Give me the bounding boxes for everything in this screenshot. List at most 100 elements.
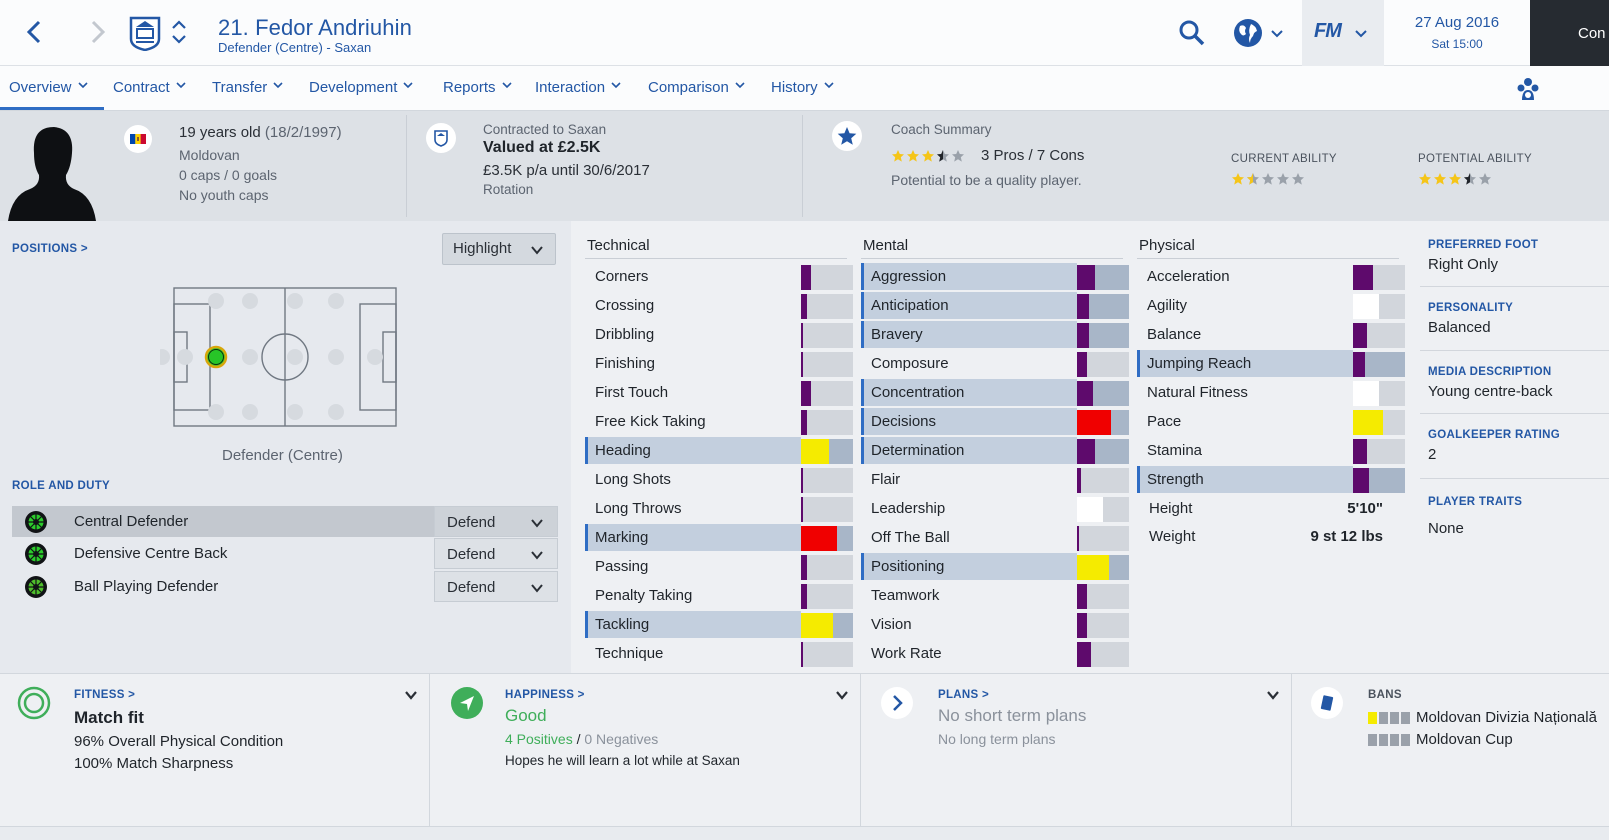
attribute-row[interactable]: Free Kick Taking [585, 408, 853, 435]
globe-icon[interactable] [1232, 17, 1264, 49]
happiness-note: Hopes he will learn a lot while at Saxan [505, 753, 740, 768]
club-badge-icon [426, 123, 456, 153]
potential-ability-label: POTENTIAL ABILITY [1418, 153, 1532, 165]
attribute-row[interactable]: Finishing [585, 350, 853, 377]
attribute-row[interactable]: Strength [1137, 466, 1405, 493]
tab-development[interactable]: Development [309, 79, 413, 96]
tab-comparison[interactable]: Comparison [648, 79, 745, 96]
card-indicator [1401, 734, 1410, 746]
bans-title: BANS [1368, 689, 1402, 701]
attribute-row[interactable]: Decisions [861, 408, 1129, 435]
attribute-row[interactable]: Marking [585, 524, 853, 551]
tab-history[interactable]: History [771, 79, 834, 96]
tab-interaction[interactable]: Interaction [535, 79, 621, 96]
tab-contract[interactable]: Contract [113, 79, 186, 96]
attribute-name: Flair [871, 471, 901, 488]
search-icon[interactable] [1178, 19, 1206, 47]
attribute-row[interactable]: Corners [585, 263, 853, 290]
chevron-down-icon[interactable] [835, 688, 849, 702]
attribute-bar [1077, 555, 1129, 580]
attribute-row[interactable]: Long Shots [585, 466, 853, 493]
attribute-row[interactable]: Stamina [1137, 437, 1405, 464]
mental-heading: Mental [863, 237, 909, 254]
attribute-row[interactable]: Positioning [861, 553, 1129, 580]
positives[interactable]: 4 Positives [505, 731, 573, 747]
player-silhouette-icon [8, 123, 96, 221]
fm-menu-button[interactable]: FM [1302, 0, 1384, 66]
attribute-row[interactable]: Agility [1137, 292, 1405, 319]
positions-link[interactable]: POSITIONS > [12, 243, 88, 255]
attribute-row[interactable]: Heading [585, 437, 853, 464]
role-row[interactable]: Defensive Centre Back Defend [12, 538, 558, 569]
role-row[interactable]: Ball Playing Defender Defend [12, 571, 558, 602]
tab-overview[interactable]: Overview [9, 79, 88, 96]
attribute-row[interactable]: Dribbling [585, 321, 853, 348]
game-date[interactable]: 27 Aug 2016 Sat 15:00 [1386, 0, 1528, 66]
player-traits-value: None [1428, 520, 1464, 537]
page-subtitle[interactable]: Defender (Centre) - Saxan [218, 40, 372, 55]
attribute-row[interactable]: Anticipation [861, 292, 1129, 319]
fm-logo: FM [1314, 20, 1342, 42]
attribute-row[interactable]: Crossing [585, 292, 853, 319]
attribute-name: Positioning [861, 553, 1077, 580]
attribute-row[interactable]: Passing [585, 553, 853, 580]
people-icon[interactable] [1515, 76, 1541, 102]
happiness-status: Good [505, 706, 547, 725]
attribute-row[interactable]: Off The Ball [861, 524, 1129, 551]
club-switch-arrows-icon[interactable] [168, 16, 190, 48]
player-traits-label: PLAYER TRAITS [1428, 496, 1523, 508]
star-empty-icon [1479, 173, 1491, 185]
continue-button[interactable]: Con [1530, 0, 1609, 66]
forward-arrow-icon[interactable] [82, 17, 112, 47]
divider [429, 673, 430, 840]
attribute-row[interactable]: Teamwork [861, 582, 1129, 609]
attribute-row[interactable]: Natural Fitness [1137, 379, 1405, 406]
duty-dropdown[interactable]: Defend [434, 538, 558, 569]
ban-competition: Moldovan Cup [1416, 731, 1513, 748]
negatives[interactable]: 0 Negatives [584, 731, 659, 747]
attribute-row[interactable]: Technique [585, 640, 853, 667]
chevron-down-icon [501, 82, 512, 89]
attribute-row[interactable]: Long Throws [585, 495, 853, 522]
tab-label: Transfer [212, 79, 268, 96]
attribute-row[interactable]: Work Rate [861, 640, 1129, 667]
attribute-row[interactable]: Vision [861, 611, 1129, 638]
happiness-link[interactable]: HAPPINESS > [505, 689, 585, 701]
duty-dropdown[interactable]: Defend [434, 506, 558, 537]
plans-link[interactable]: PLANS > [938, 689, 989, 701]
attribute-row[interactable]: First Touch [585, 379, 853, 406]
role-icon [24, 510, 48, 534]
attribute-bar-fill [1077, 352, 1087, 377]
star-icon [907, 150, 919, 162]
chevron-down-icon[interactable] [1270, 26, 1284, 40]
chevron-down-icon[interactable] [1266, 688, 1280, 702]
tab-reports[interactable]: Reports [443, 79, 512, 96]
club-crest-icon[interactable] [128, 15, 162, 52]
role-row[interactable]: Central Defender Defend [12, 506, 558, 537]
attribute-row[interactable]: Pace [1137, 408, 1405, 435]
attribute-row[interactable]: Flair [861, 466, 1129, 493]
attribute-row[interactable]: Acceleration [1137, 263, 1405, 290]
back-arrow-icon[interactable] [20, 17, 50, 47]
attribute-row[interactable]: Leadership [861, 495, 1129, 522]
attribute-row[interactable]: Tackling [585, 611, 853, 638]
highlight-dropdown[interactable]: Highlight [442, 233, 556, 265]
attribute-bar-fill [1077, 555, 1109, 580]
attribute-row[interactable]: Aggression [861, 263, 1129, 290]
chevron-down-icon[interactable] [404, 688, 418, 702]
tab-transfer[interactable]: Transfer [212, 79, 283, 96]
chevron-down-icon [403, 82, 413, 89]
attribute-bar [1077, 410, 1129, 435]
attribute-row[interactable]: Balance [1137, 321, 1405, 348]
card-indicator [1401, 712, 1410, 724]
contracted-to: Contracted to Saxan [483, 122, 607, 137]
attribute-row[interactable]: Bravery [861, 321, 1129, 348]
attribute-row[interactable]: Composure [861, 350, 1129, 377]
current-ability-stars [1231, 172, 1306, 186]
attribute-row[interactable]: Concentration [861, 379, 1129, 406]
attribute-row[interactable]: Jumping Reach [1137, 350, 1405, 377]
attribute-row[interactable]: Penalty Taking [585, 582, 853, 609]
attribute-row[interactable]: Determination [861, 437, 1129, 464]
fitness-link[interactable]: FITNESS > [74, 689, 136, 701]
duty-dropdown[interactable]: Defend [434, 571, 558, 602]
